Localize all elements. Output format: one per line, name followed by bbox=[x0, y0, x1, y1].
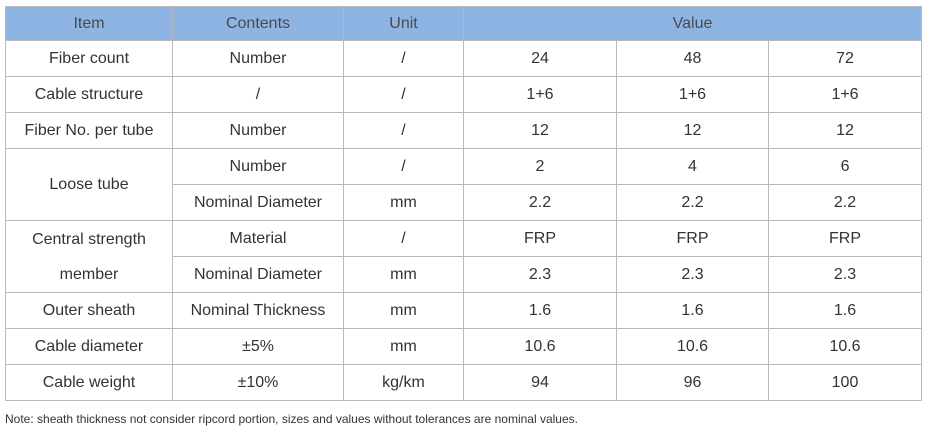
value-cell: 24 bbox=[463, 40, 617, 77]
row-contents: Number bbox=[172, 40, 344, 77]
value-cell: 1.6 bbox=[767, 292, 923, 329]
row-unit: mm bbox=[343, 292, 464, 329]
value-cell: 12 bbox=[767, 112, 923, 149]
row-unit: kg/km bbox=[343, 364, 464, 401]
value-cell: 1+6 bbox=[463, 76, 617, 113]
header-unit: Unit bbox=[343, 6, 464, 41]
row-contents: Number bbox=[172, 148, 344, 185]
row-item-label: Central strength member bbox=[5, 220, 173, 293]
value-cell: 4 bbox=[616, 148, 769, 185]
value-cell: 10.6 bbox=[616, 328, 769, 365]
value-cell: 12 bbox=[616, 112, 769, 149]
row-contents: Number bbox=[172, 112, 344, 149]
table-row: Loose tube Number / 2 4 6 bbox=[5, 148, 923, 221]
value-cell: 72 bbox=[767, 40, 923, 77]
value-cell: 2 bbox=[463, 148, 617, 185]
row-contents: Nominal Diameter bbox=[172, 184, 344, 221]
row-unit: / bbox=[343, 112, 464, 149]
table-row: Nominal Diameter mm 2.2 2.2 2.2 bbox=[6, 184, 923, 221]
row-contents: Material bbox=[172, 220, 344, 257]
row-item-label: Outer sheath bbox=[5, 292, 173, 329]
header-item: Item bbox=[5, 6, 173, 41]
row-unit: / bbox=[343, 40, 464, 77]
row-item-label: Fiber No. per tube bbox=[5, 112, 173, 149]
value-cell: 10.6 bbox=[463, 328, 617, 365]
row-item-label: Cable diameter bbox=[5, 328, 173, 365]
table-row: Cable diameter ±5% mm 10.6 10.6 10.6 bbox=[5, 328, 923, 365]
value-cell: 2.3 bbox=[767, 256, 923, 293]
row-unit: / bbox=[343, 220, 464, 257]
value-cell: 2.2 bbox=[463, 184, 617, 221]
row-item-label: Cable weight bbox=[5, 364, 173, 401]
value-cell: 1+6 bbox=[616, 76, 769, 113]
value-cell: 2.3 bbox=[616, 256, 769, 293]
table-row: Fiber count Number / 24 48 72 bbox=[5, 40, 923, 77]
value-cell: 6 bbox=[767, 148, 923, 185]
table-row: Outer sheath Nominal Thickness mm 1.6 1.… bbox=[5, 292, 923, 329]
header-row: Item Contents Unit Value bbox=[5, 6, 923, 41]
table-row: Central strength member Material / FRP F… bbox=[5, 220, 923, 293]
value-cell: 94 bbox=[463, 364, 617, 401]
row-unit: mm bbox=[343, 256, 464, 293]
table-row: Fiber No. per tube Number / 12 12 12 bbox=[5, 112, 923, 149]
row-contents: Nominal Thickness bbox=[172, 292, 344, 329]
value-cell: 96 bbox=[616, 364, 769, 401]
header-contents: Contents bbox=[172, 6, 344, 41]
value-cell: FRP bbox=[616, 220, 769, 257]
value-cell: 100 bbox=[767, 364, 923, 401]
value-cell: 12 bbox=[463, 112, 617, 149]
header-value: Value bbox=[462, 6, 923, 41]
row-unit: mm bbox=[343, 328, 464, 365]
value-cell: 1+6 bbox=[767, 76, 923, 113]
table-row: Cable weight ±10% kg/km 94 96 100 bbox=[5, 364, 923, 401]
row-contents: / bbox=[172, 76, 344, 113]
value-cell: 1.6 bbox=[616, 292, 769, 329]
value-cell: 2.2 bbox=[616, 184, 769, 221]
value-cell: 48 bbox=[616, 40, 769, 77]
row-unit: mm bbox=[343, 184, 464, 221]
row-contents: ±5% bbox=[172, 328, 344, 365]
row-item-label: Loose tube bbox=[5, 148, 173, 221]
row-item-label: Fiber count bbox=[5, 40, 173, 77]
value-cell: FRP bbox=[767, 220, 923, 257]
value-cell: 2.3 bbox=[463, 256, 617, 293]
cable-spec-table: Item Contents Unit Value Fiber count Num… bbox=[5, 6, 923, 401]
value-cell: 10.6 bbox=[767, 328, 923, 365]
value-cell: FRP bbox=[463, 220, 617, 257]
row-unit: / bbox=[343, 148, 464, 185]
value-cell: 2.2 bbox=[767, 184, 923, 221]
table-row: Nominal Diameter mm 2.3 2.3 2.3 bbox=[6, 256, 923, 293]
footnote: Note: sheath thickness not consider ripc… bbox=[5, 412, 578, 426]
value-cell: 1.6 bbox=[463, 292, 617, 329]
table-row: Cable structure / / 1+6 1+6 1+6 bbox=[5, 76, 923, 113]
row-item-label: Cable structure bbox=[5, 76, 173, 113]
row-contents: ±10% bbox=[172, 364, 344, 401]
row-unit: / bbox=[343, 76, 464, 113]
row-contents: Nominal Diameter bbox=[172, 256, 344, 293]
